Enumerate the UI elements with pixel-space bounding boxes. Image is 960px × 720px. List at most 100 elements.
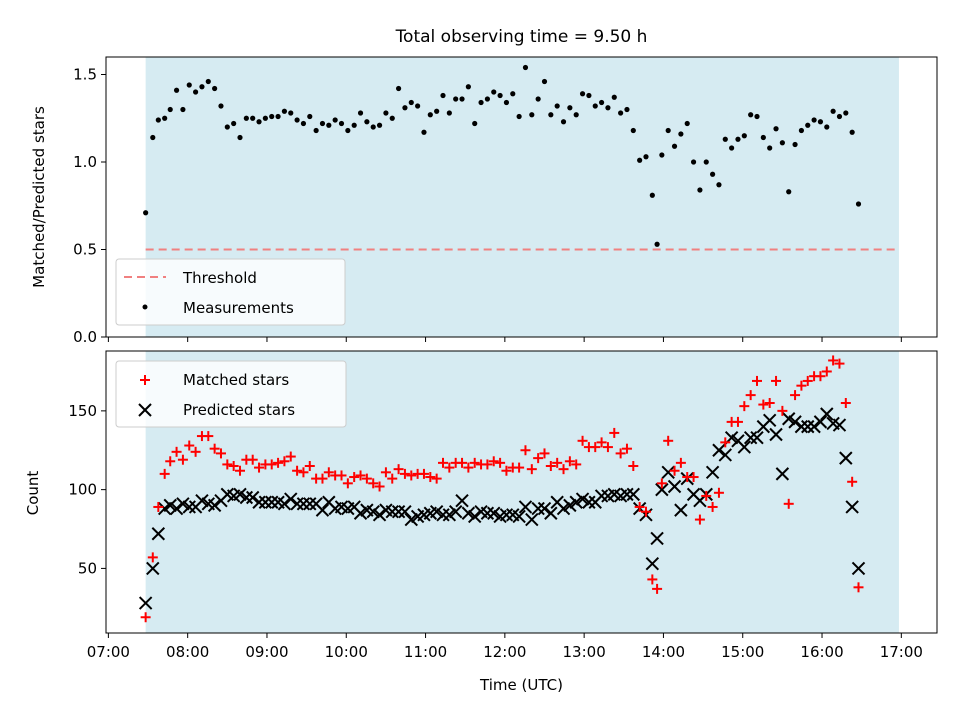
measurement-point (529, 112, 535, 118)
matched-point (739, 401, 750, 412)
predicted-stars-series (138, 407, 866, 610)
y-tick-label: 1.0 (73, 153, 97, 171)
measurement-point (792, 141, 798, 148)
measurement-point (510, 91, 516, 97)
predicted-point (674, 503, 688, 517)
top-y-axis: 0.0 0.5 1.0 1.5 (73, 66, 106, 346)
matched-point (720, 437, 731, 448)
measurement-point (434, 108, 440, 114)
measurement-point (836, 113, 843, 120)
measurement-point (618, 110, 624, 116)
predicted-point (146, 561, 160, 576)
top-legend: Threshold Measurements (115, 258, 346, 326)
measurement-point (741, 133, 747, 139)
predicted-point (398, 504, 412, 519)
measurement-point (824, 124, 830, 130)
matched-point (764, 397, 775, 408)
matched-point (254, 462, 265, 473)
matched-point (847, 476, 858, 487)
predicted-point (645, 556, 660, 571)
matched-point (602, 442, 613, 453)
predicted-point (163, 498, 177, 513)
matched-point (285, 451, 296, 462)
legend-threshold-label: Threshold (182, 269, 257, 287)
measurement-point (453, 96, 459, 102)
measurement-point (332, 117, 338, 123)
measurement-point (554, 103, 560, 109)
measurement-point (567, 105, 573, 111)
y-tick-label: 50 (78, 559, 97, 577)
matched-point (552, 457, 563, 468)
top-y-axis-label: Matched/Predicted stars (30, 106, 48, 288)
predicted-point (353, 506, 368, 520)
matched-point (184, 440, 195, 451)
matched-point (669, 465, 680, 476)
predicted-point (845, 500, 859, 514)
measurement-point (811, 117, 817, 123)
predicted-point (258, 495, 273, 509)
measurement-point (678, 131, 684, 137)
x-tick-label: 09:00 (245, 643, 288, 661)
measurement-point (250, 115, 256, 121)
measurement-point (326, 122, 332, 128)
x-tick-label: 14:00 (642, 643, 685, 661)
measurement-point (703, 159, 709, 165)
measurement-point (421, 129, 427, 135)
predicted-point (499, 508, 514, 522)
matched-point (790, 390, 801, 401)
matched-point (815, 371, 826, 382)
predicted-point (556, 501, 571, 516)
matched-point (336, 470, 347, 481)
predicted-point (718, 448, 732, 462)
predicted-point (442, 508, 457, 522)
predicted-point (820, 407, 834, 421)
matched-point (771, 375, 782, 386)
predicted-point (151, 527, 166, 541)
predicted-point (650, 531, 664, 546)
matched-point (621, 443, 632, 454)
measurement-point (586, 92, 592, 99)
predicted-point (436, 508, 450, 522)
matched-point (495, 457, 506, 468)
measurement-point (548, 112, 554, 118)
measurement-point (389, 115, 395, 121)
measurement-point (478, 99, 484, 106)
matched-point (840, 397, 851, 408)
x-axis: 07:00 08:00 09:00 10:00 11:00 12:00 13:00 14:00… (87, 633, 923, 661)
predicted-point (626, 487, 641, 502)
matched-point (688, 472, 699, 483)
measurement-point (218, 103, 224, 109)
matched-point (444, 462, 455, 473)
measurement-point (497, 92, 503, 99)
predicted-point (737, 440, 752, 454)
matched-point (292, 465, 303, 476)
matched-point (821, 366, 832, 377)
predicted-point (712, 443, 726, 457)
matched-point (215, 448, 226, 459)
legend-measurements-swatch (142, 304, 148, 310)
matched-point (147, 552, 158, 563)
predicted-point (531, 501, 545, 516)
predicted-point (525, 512, 539, 527)
matched-point (159, 468, 170, 479)
measurement-point (243, 115, 249, 121)
matched-point (469, 457, 480, 468)
measurement-point (345, 127, 351, 134)
predicted-point (233, 487, 247, 502)
measurement-point (491, 89, 497, 95)
measurement-point (275, 113, 281, 120)
predicted-point (207, 498, 222, 513)
measurement-point (637, 157, 643, 163)
bottom-axes-frame (105, 350, 938, 634)
predicted-point (594, 489, 609, 503)
matched-point (634, 501, 645, 512)
chart-title: Total observing time = 9.50 h (395, 27, 648, 47)
predicted-point (468, 509, 482, 524)
matched-point (663, 435, 674, 446)
measurement-point (307, 113, 313, 120)
measurement-point (288, 110, 294, 116)
predicted-point (252, 495, 266, 509)
matched-point (323, 467, 334, 478)
matched-point (228, 461, 239, 472)
matched-point (222, 459, 233, 470)
